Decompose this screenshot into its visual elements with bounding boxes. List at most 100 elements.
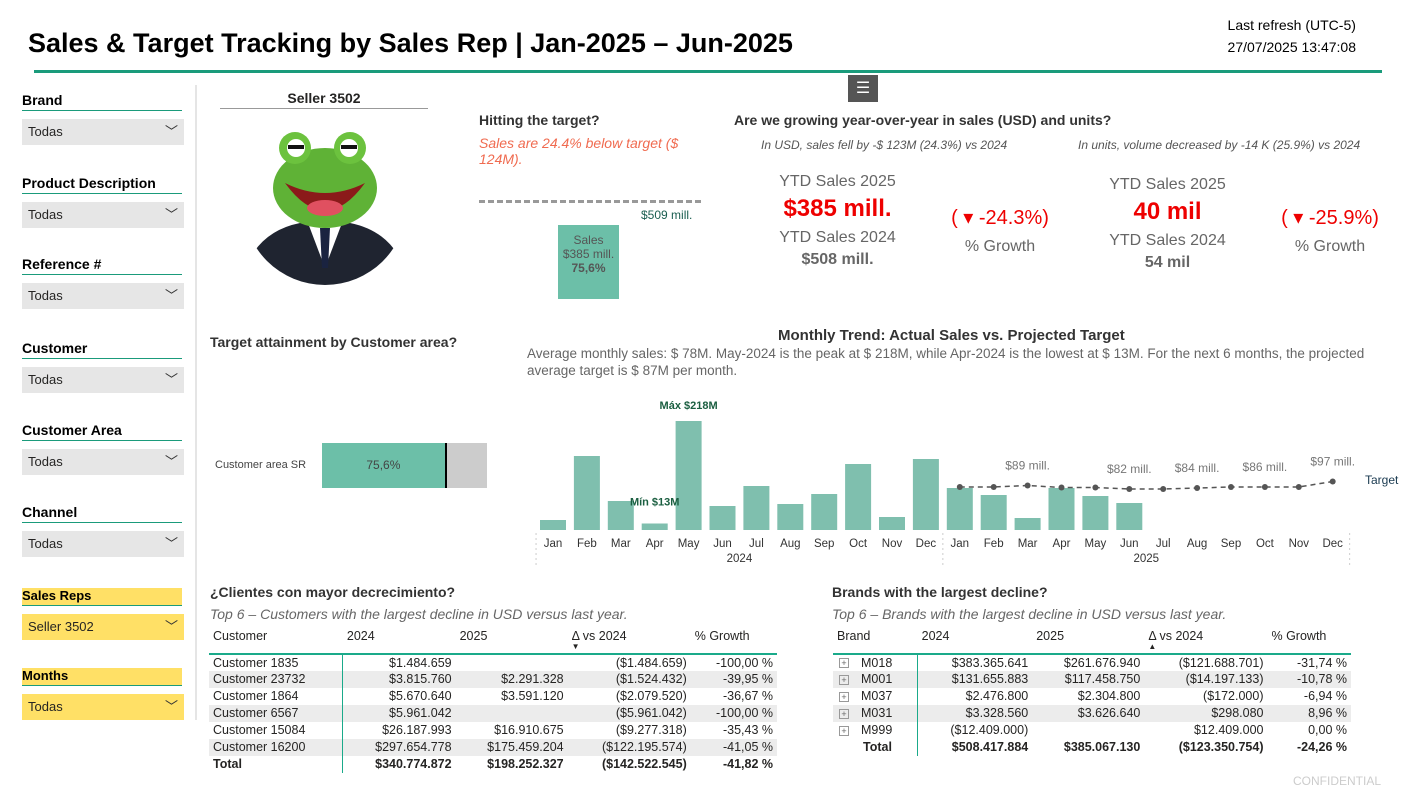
slicer-dropdown[interactable]: Todas ﹀ [22,531,184,557]
column-header[interactable]: 2024 [917,626,1033,655]
column-header[interactable]: Brand [833,626,918,655]
expand-icon[interactable]: + [839,691,849,702]
area-bar-fill: 75,6% [322,443,447,488]
cell-value: -24,26 % [1296,740,1347,754]
table-cell: -100,00 % [691,654,777,671]
cell-value: $385.067.130 [1063,740,1141,754]
slicer-dropdown[interactable]: Todas ﹀ [22,367,184,393]
slicer-customer-area: Customer Area Todas ﹀ [22,422,184,475]
usd-note: In USD, sales fell by -$ 123M (24.3%) vs… [761,138,1008,152]
table-cell: ($2.079.520) [568,688,691,705]
target-line [479,200,701,203]
cell-value: $12.409.000 [1193,723,1264,737]
cell-value: 0,00 % [1308,723,1347,737]
slicer-dropdown[interactable]: Todas ﹀ [22,202,184,228]
area-bar-track[interactable]: 75,6% [322,443,487,488]
chevron-down-icon: ﹀ [164,372,178,387]
slicer-dropdown[interactable]: Todas ﹀ [22,694,184,720]
table-cell: $12.409.000 [1144,722,1267,739]
slicer-dropdown[interactable]: Todas ﹀ [22,283,184,309]
column-label: 2024 [346,629,375,643]
cell-value: $3.815.760 [389,672,452,686]
expand-icon[interactable]: + [839,708,849,719]
filter-icon[interactable]: ☰ [848,75,878,102]
cell-value: Customer 15084 [213,723,306,737]
expand-icon[interactable]: + [839,725,849,736]
table-cell: $3.815.760 [342,671,456,688]
refresh-time: 27/07/2025 13:47:08 [1227,39,1356,55]
slicer-product-description: Product Description Todas ﹀ [22,175,184,228]
cell-value: $5.961.042 [389,706,452,720]
cell-value: $2.476.800 [965,689,1029,703]
table-cell: ($123.350.754) [1144,739,1267,756]
cell-value: $340.774.872 [375,757,452,771]
table-cell: -41,82 % [691,756,777,773]
table-cell: -24,26 % [1268,739,1352,756]
slicer-value: Todas [28,454,63,469]
customers-note: Top 6 – Customers with the largest decli… [210,606,628,622]
table-cell: $131.655.883 [917,671,1033,688]
cell-value: ($1.524.432) [615,672,687,686]
table-cell: $297.654.778 [342,739,456,756]
cell-value: Total [213,757,242,771]
sales-bar [1082,496,1109,530]
cell-value: $16.910.675 [494,723,564,737]
sales-bar [607,501,634,530]
table-row: Customer 15084 $26.187.993 $16.910.675 ($9.… [209,722,777,739]
brands-question: Brands with the largest decline? [832,584,1048,600]
slicer-dropdown[interactable]: Todas ﹀ [22,449,184,475]
target-point [1228,484,1234,490]
table-cell: -36,67 % [691,688,777,705]
slicer-label: Product Description [22,175,182,194]
table-cell [1032,722,1144,739]
month-tick: Dec [1322,538,1343,550]
cell-value: ($172.000) [1203,689,1264,703]
slicer-value: Seller 3502 [28,619,94,634]
table-row: Customer 1835 $1.484.659 ($1.484.659) -100,… [209,654,777,671]
cell-value: $2.304.800 [1077,689,1141,703]
table-cell: ($1.484.659) [568,654,691,671]
table-cell: + M031 [833,705,919,722]
total-row: Total $340.774.872 $198.252.327 ($142.522.5… [209,756,777,773]
cell-value: $175.459.204 [487,740,564,754]
table-cell: ($5.961.042) [567,705,691,722]
last-refresh: Last refresh (UTC-5) 27/07/2025 13:47:08 [1228,14,1356,58]
month-tick: Dec [916,538,937,550]
target-point [1092,484,1099,491]
column-header[interactable]: Δ vs 2024 ▼ [567,626,691,655]
cell-value: ($12.409.000) [950,723,1029,737]
area-question: Target attainment by Customer area? [210,334,458,350]
table-cell: + M999 [833,722,919,739]
column-header[interactable]: Customer [209,626,343,655]
cell-value: $1.484.659 [389,655,452,670]
slicer-dropdown[interactable]: Seller 3502 ﹀ [22,614,184,640]
table-row: Customer 16200 $297.654.778 $175.459.204 ($… [209,739,777,756]
table-cell: $5.670.640 [343,688,456,705]
cell-value: -35,43 % [722,723,773,737]
slicer-label: Reference # [22,256,182,275]
column-header[interactable]: 2025 [455,626,568,655]
customers-question: ¿Clientes con mayor decrecimiento? [210,584,456,600]
sales-bar [1014,518,1041,530]
target-label: $84 mill. [1175,461,1220,475]
growth-value: ( ▾ -24.3%) [951,207,1049,229]
sales-bar [777,504,804,530]
column-header[interactable]: 2024 [342,626,456,655]
brands-note: Top 6 – Brands with the largest decline … [832,606,1227,622]
table-cell: $383.365.641 [918,654,1033,671]
expand-icon[interactable]: + [839,658,849,669]
table-cell: -6,94 % [1268,688,1352,705]
confidential-label: CONFIDENTIAL [1293,774,1382,788]
month-tick: Sep [814,538,834,550]
column-header[interactable]: % Growth [1267,626,1351,655]
table-cell: $2.304.800 [1032,688,1144,705]
cell-value: Customer 1864 [213,689,299,703]
target-point [1329,478,1336,485]
table-row: + M031 $3.328.560 $3.626.640 $298.080 8,96 % [833,705,1351,722]
slicer-dropdown[interactable]: Todas ﹀ [22,119,184,145]
column-header[interactable]: Δ vs 2024 ▲ [1144,626,1268,655]
expand-icon[interactable]: + [839,674,849,685]
sales-bar [641,523,668,530]
column-header[interactable]: % Growth [690,626,777,655]
column-header[interactable]: 2025 [1032,626,1145,655]
